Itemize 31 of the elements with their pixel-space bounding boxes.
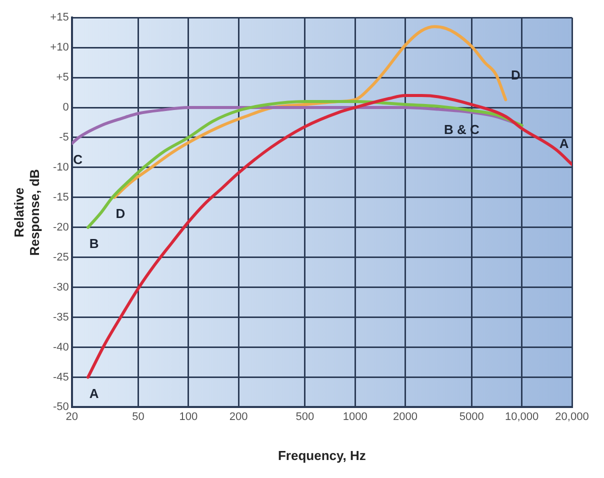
y-tick-label: -45: [52, 371, 69, 384]
y-tick-label: -40: [52, 341, 69, 354]
y-tick-label: -50: [52, 401, 69, 414]
x-tick-label: 5000: [459, 410, 484, 423]
x-tick-label: 20: [66, 410, 78, 423]
x-tick-label: 20,000: [555, 410, 589, 423]
y-tick-label: -15: [52, 191, 69, 204]
x-tick-label: 200: [229, 410, 248, 423]
y-axis-title: Relative Response, dB: [11, 169, 42, 256]
x-tick-label: 500: [296, 410, 314, 423]
x-tick-label: 1000: [342, 410, 368, 423]
x-tick-label: 10,000: [504, 410, 539, 423]
series-label: C: [73, 152, 84, 168]
y-tick-label: -10: [52, 161, 69, 174]
x-tick-label: 2000: [393, 410, 418, 423]
x-axis-title: Frequency, Hz: [278, 448, 366, 463]
y-tick-label: +10: [50, 42, 69, 54]
y-tick-label: +15: [50, 12, 69, 24]
y-tick-label: -20: [52, 221, 69, 234]
x-tick-label: 50: [132, 410, 144, 423]
y-tick-label: -35: [52, 311, 69, 324]
y-tick-label: 0: [62, 102, 69, 114]
x-tick-label: 100: [179, 410, 198, 423]
y-tick-label: -25: [52, 251, 69, 264]
y-tick-label: +5: [56, 72, 69, 84]
annotation: A: [559, 136, 570, 152]
series-label: D: [116, 206, 126, 221]
series-label: B: [89, 236, 99, 251]
y-tick-label: -30: [52, 281, 69, 294]
y-tick-label: -5: [59, 132, 69, 144]
series-label: A: [89, 386, 100, 401]
